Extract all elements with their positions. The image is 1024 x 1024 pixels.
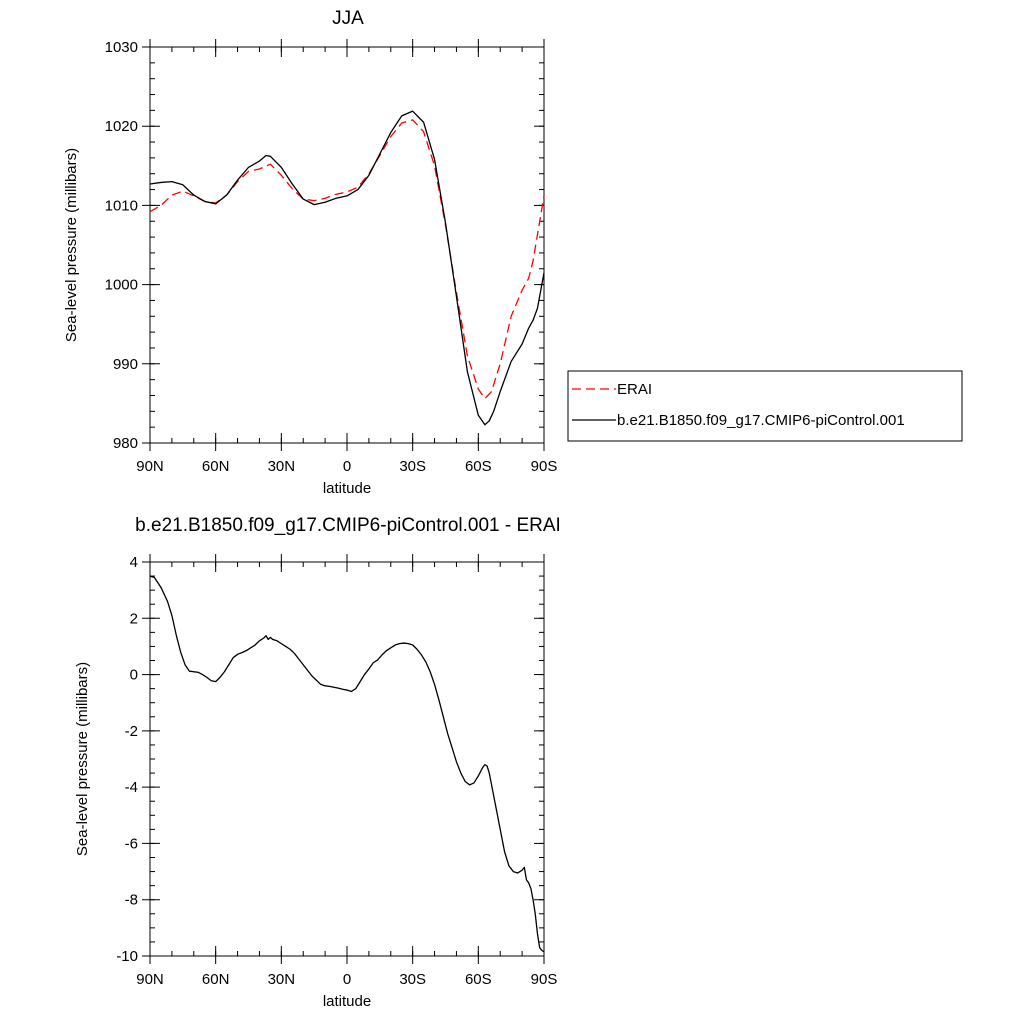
series-line-b-e21-b1850-f09-g17-cmip6-picontrol-001: [149, 110, 545, 426]
series-line-erai: [149, 119, 545, 400]
y-tick-label: -8: [125, 892, 138, 909]
x-tick-label: 90N: [136, 971, 164, 988]
y-tick-label: 1000: [105, 277, 138, 294]
plot-frame: [149, 46, 545, 444]
plot-frame: [149, 561, 545, 957]
chart-title: JJA: [332, 8, 364, 29]
y-axis-label: Sea-level pressure (millibars): [74, 662, 91, 856]
x-tick-label: 30N: [268, 971, 296, 988]
x-tick-label: 90S: [531, 971, 558, 988]
x-tick-label: 60N: [202, 971, 230, 988]
x-tick-label: 30S: [399, 458, 426, 475]
y-axis-label: Sea-level pressure (millibars): [63, 148, 80, 342]
y-tick-label: 1030: [105, 39, 138, 56]
x-tick-label: 90S: [531, 458, 558, 475]
x-tick-label: 0: [343, 458, 351, 475]
x-tick-label: 60N: [202, 458, 230, 475]
legend-entry: ERAI: [617, 381, 652, 398]
x-tick-label: 60S: [465, 458, 492, 475]
chart-panel-2: b.e21.B1850.f09_g17.CMIP6-piControl.001 …: [74, 515, 561, 1010]
y-tick-label: 1010: [105, 197, 138, 214]
y-tick-label: -6: [125, 835, 138, 852]
y-tick-label: 4: [130, 554, 138, 571]
x-tick-label: 60S: [465, 971, 492, 988]
y-tick-label: 980: [113, 435, 138, 452]
legend: ERAI b.e21.B1850.f09_g17.CMIP6-piControl.…: [567, 370, 963, 442]
y-tick-label: -10: [116, 948, 138, 965]
x-tick-label: 0: [343, 971, 351, 988]
series-line-difference: [149, 575, 545, 953]
y-tick-label: -4: [125, 779, 138, 796]
x-tick-label: 90N: [136, 458, 164, 475]
legend-box: [567, 370, 963, 442]
x-axis-label: latitude: [323, 993, 371, 1010]
x-axis-label: latitude: [323, 480, 371, 497]
y-tick-label: 0: [130, 667, 138, 684]
y-tick-label: 990: [113, 356, 138, 373]
y-tick-label: -2: [125, 723, 138, 740]
y-tick-label: 1020: [105, 118, 138, 135]
chart-title: b.e21.B1850.f09_g17.CMIP6-piControl.001 …: [135, 515, 561, 536]
x-tick-label: 30S: [399, 971, 426, 988]
legend-entry: b.e21.B1850.f09_g17.CMIP6-piControl.001: [617, 412, 905, 429]
chart-panel-1: JJA 980 990 1000 1010 1020 1030 90N 60N 30N 0 30S 60…: [63, 8, 963, 497]
y-tick-label: 2: [130, 610, 138, 627]
x-tick-label: 30N: [268, 458, 296, 475]
